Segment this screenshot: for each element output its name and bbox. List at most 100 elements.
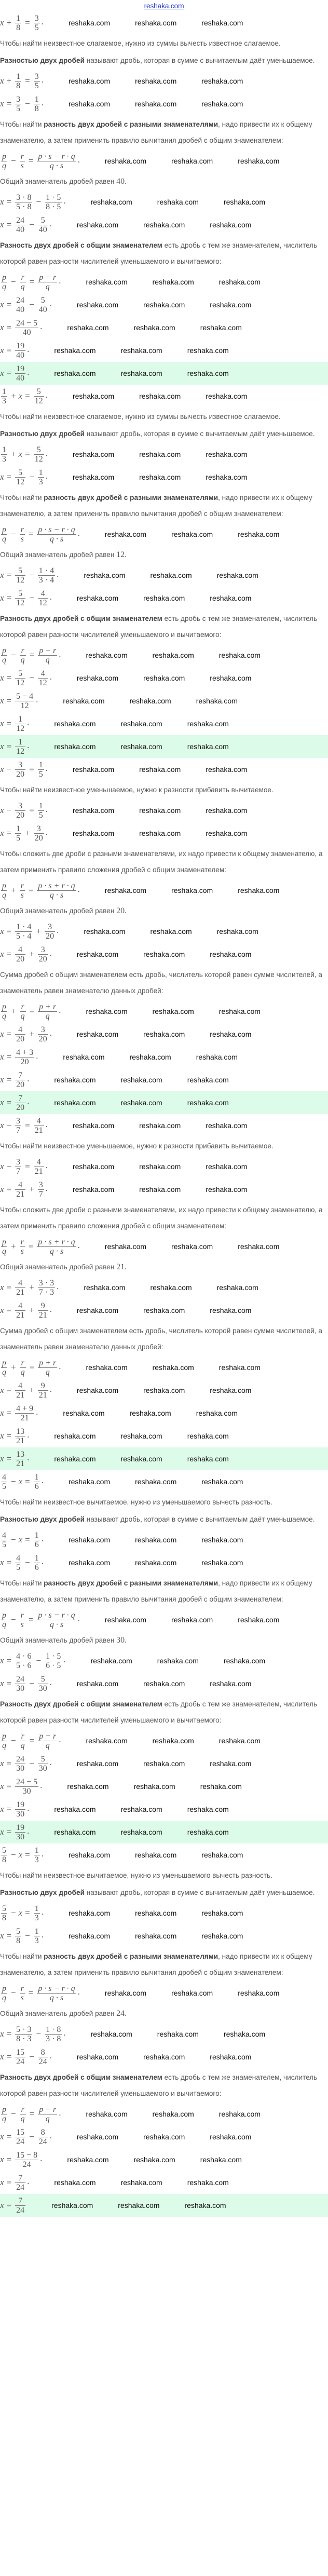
fraction-denominator: 3 · 4 — [38, 575, 54, 585]
math-operator: = — [6, 2132, 12, 2141]
fraction-numerator: 13 — [16, 1449, 25, 1459]
watermark-text: reshaka.com — [206, 1162, 248, 1171]
fraction-denominator: s — [20, 1620, 24, 1629]
fraction-denominator: 30 — [38, 1684, 47, 1693]
math-variable: x — [0, 1557, 4, 1567]
math-operator: = — [25, 18, 30, 28]
fraction-bar — [15, 350, 26, 351]
fraction-denominator: 12 — [38, 598, 47, 607]
math-variable: x — [18, 391, 23, 401]
watermark-text: reshaka.com — [201, 100, 243, 108]
fraction-denominator: 20 — [38, 1034, 47, 1043]
watermark-text: reshaka.com — [86, 1363, 128, 1372]
math-operator: − — [36, 1656, 42, 1665]
equation: x = 24 40−5 40. reshaka.com reshaka.com reshaka… — [0, 293, 328, 316]
fraction-denominator: q — [45, 1741, 50, 1750]
fraction: 7 20 — [15, 1094, 26, 1112]
fraction: 8 24 — [37, 2128, 48, 2146]
fraction-numerator: 4 — [18, 1301, 23, 1310]
rule-text: Разность двух дробей с общим знаменателе… — [0, 1696, 328, 1728]
math-variable: x — [0, 1827, 4, 1837]
fraction: 24 − 5 30 — [15, 1778, 39, 1796]
watermark-text: reshaka.com — [104, 1242, 147, 1251]
equation: x +1 8 = 3 5. reshaka.com reshaka.com reshaka.co… — [0, 11, 328, 34]
fraction: 19 40 — [15, 364, 26, 383]
fraction-bar — [37, 677, 48, 679]
fraction-bar — [15, 954, 26, 955]
watermark-text: reshaka.com — [143, 2053, 185, 2061]
bold-term: Разность двух дробей с общим знаменателе… — [0, 615, 162, 622]
fraction-denominator: 3 · 8 — [46, 2034, 61, 2043]
math-operator: + — [25, 828, 30, 838]
math-variable: x — [0, 1804, 4, 1814]
fraction-numerator: 5 — [2, 1904, 6, 1913]
watermark-text: reshaka.com — [129, 697, 171, 705]
fraction-denominator: q — [45, 1011, 50, 1021]
watermark-text: reshaka.com — [120, 1099, 162, 1107]
math-period: . — [41, 17, 44, 26]
math-period: . — [45, 390, 48, 400]
fraction-denominator: q — [20, 655, 25, 665]
watermark-text: reshaka.com — [72, 1185, 115, 1194]
math-operator: = — [29, 277, 35, 287]
equation: x = 5 12−1 3. reshaka.com reshaka.com reshaka.c… — [0, 466, 328, 489]
equation: x = 1 5 +3 20. reshaka.com reshaka.com reshaka.c… — [0, 822, 328, 845]
watermark-text: reshaka.com — [187, 1099, 229, 1107]
site-logo-link[interactable]: reshaka.com — [144, 2, 184, 10]
math-operator: = — [6, 718, 12, 728]
fraction-bar — [1, 1992, 7, 1994]
watermark-text: reshaka.com — [133, 323, 175, 332]
fraction-bar — [15, 677, 26, 679]
watermark-text: reshaka.com — [139, 1162, 181, 1171]
fraction-bar — [15, 2182, 26, 2183]
fraction-numerator: 4 — [36, 1157, 41, 1167]
math-operator: = — [6, 1097, 12, 1107]
text-segment: , надо привести их к общему знаменателю,… — [0, 494, 312, 518]
watermark-text: reshaka.com — [54, 2178, 96, 2187]
fraction: 5 40 — [37, 216, 48, 234]
math-period: . — [77, 884, 80, 894]
math-period: . — [59, 649, 61, 659]
watermark-text: reshaka.com — [129, 1409, 171, 1417]
bold-term: Разностью двух дробей — [0, 1889, 85, 1896]
fraction: 4 12 — [37, 669, 48, 687]
fraction: 5 12 — [15, 669, 26, 687]
math-operator: − — [29, 2052, 34, 2062]
math-operator: − — [11, 1908, 16, 1918]
watermark-text: reshaka.com — [90, 2030, 132, 2038]
math-period: . — [125, 550, 127, 559]
math-operator: − — [11, 1476, 16, 1486]
math-period: . — [77, 1614, 80, 1623]
math-variable: x — [18, 1535, 23, 1544]
watermark-text: reshaka.com — [143, 594, 185, 602]
fraction: 4 21 — [33, 1117, 44, 1135]
fraction-denominator: q — [2, 890, 6, 900]
math-period: . — [27, 1074, 30, 1083]
math-operator: = — [25, 1161, 30, 1171]
fraction-bar — [37, 1034, 48, 1035]
fraction-numerator: 1 — [38, 760, 43, 769]
fraction: 4 20 — [15, 945, 26, 964]
watermark-text: reshaka.com — [143, 221, 185, 229]
fraction-numerator: p · s − r · q — [38, 1610, 75, 1620]
math-period: . — [27, 1803, 30, 1813]
math-period: . — [27, 2176, 30, 2186]
watermark-text: reshaka.com — [206, 806, 248, 815]
watermark-text: reshaka.com — [120, 1076, 162, 1084]
math-period: . — [49, 1028, 52, 1038]
equation: x −3 20 = 1 5. reshaka.com reshaka.com reshaka.c… — [0, 758, 328, 781]
watermark-text: reshaka.com — [210, 2053, 252, 2061]
watermark-text: reshaka.com — [210, 1679, 252, 1688]
watermark-text: reshaka.com — [210, 1306, 252, 1314]
fraction-denominator: s — [20, 161, 24, 170]
math-variable: x — [0, 1161, 4, 1171]
fraction: 4 21 — [33, 1157, 44, 1176]
